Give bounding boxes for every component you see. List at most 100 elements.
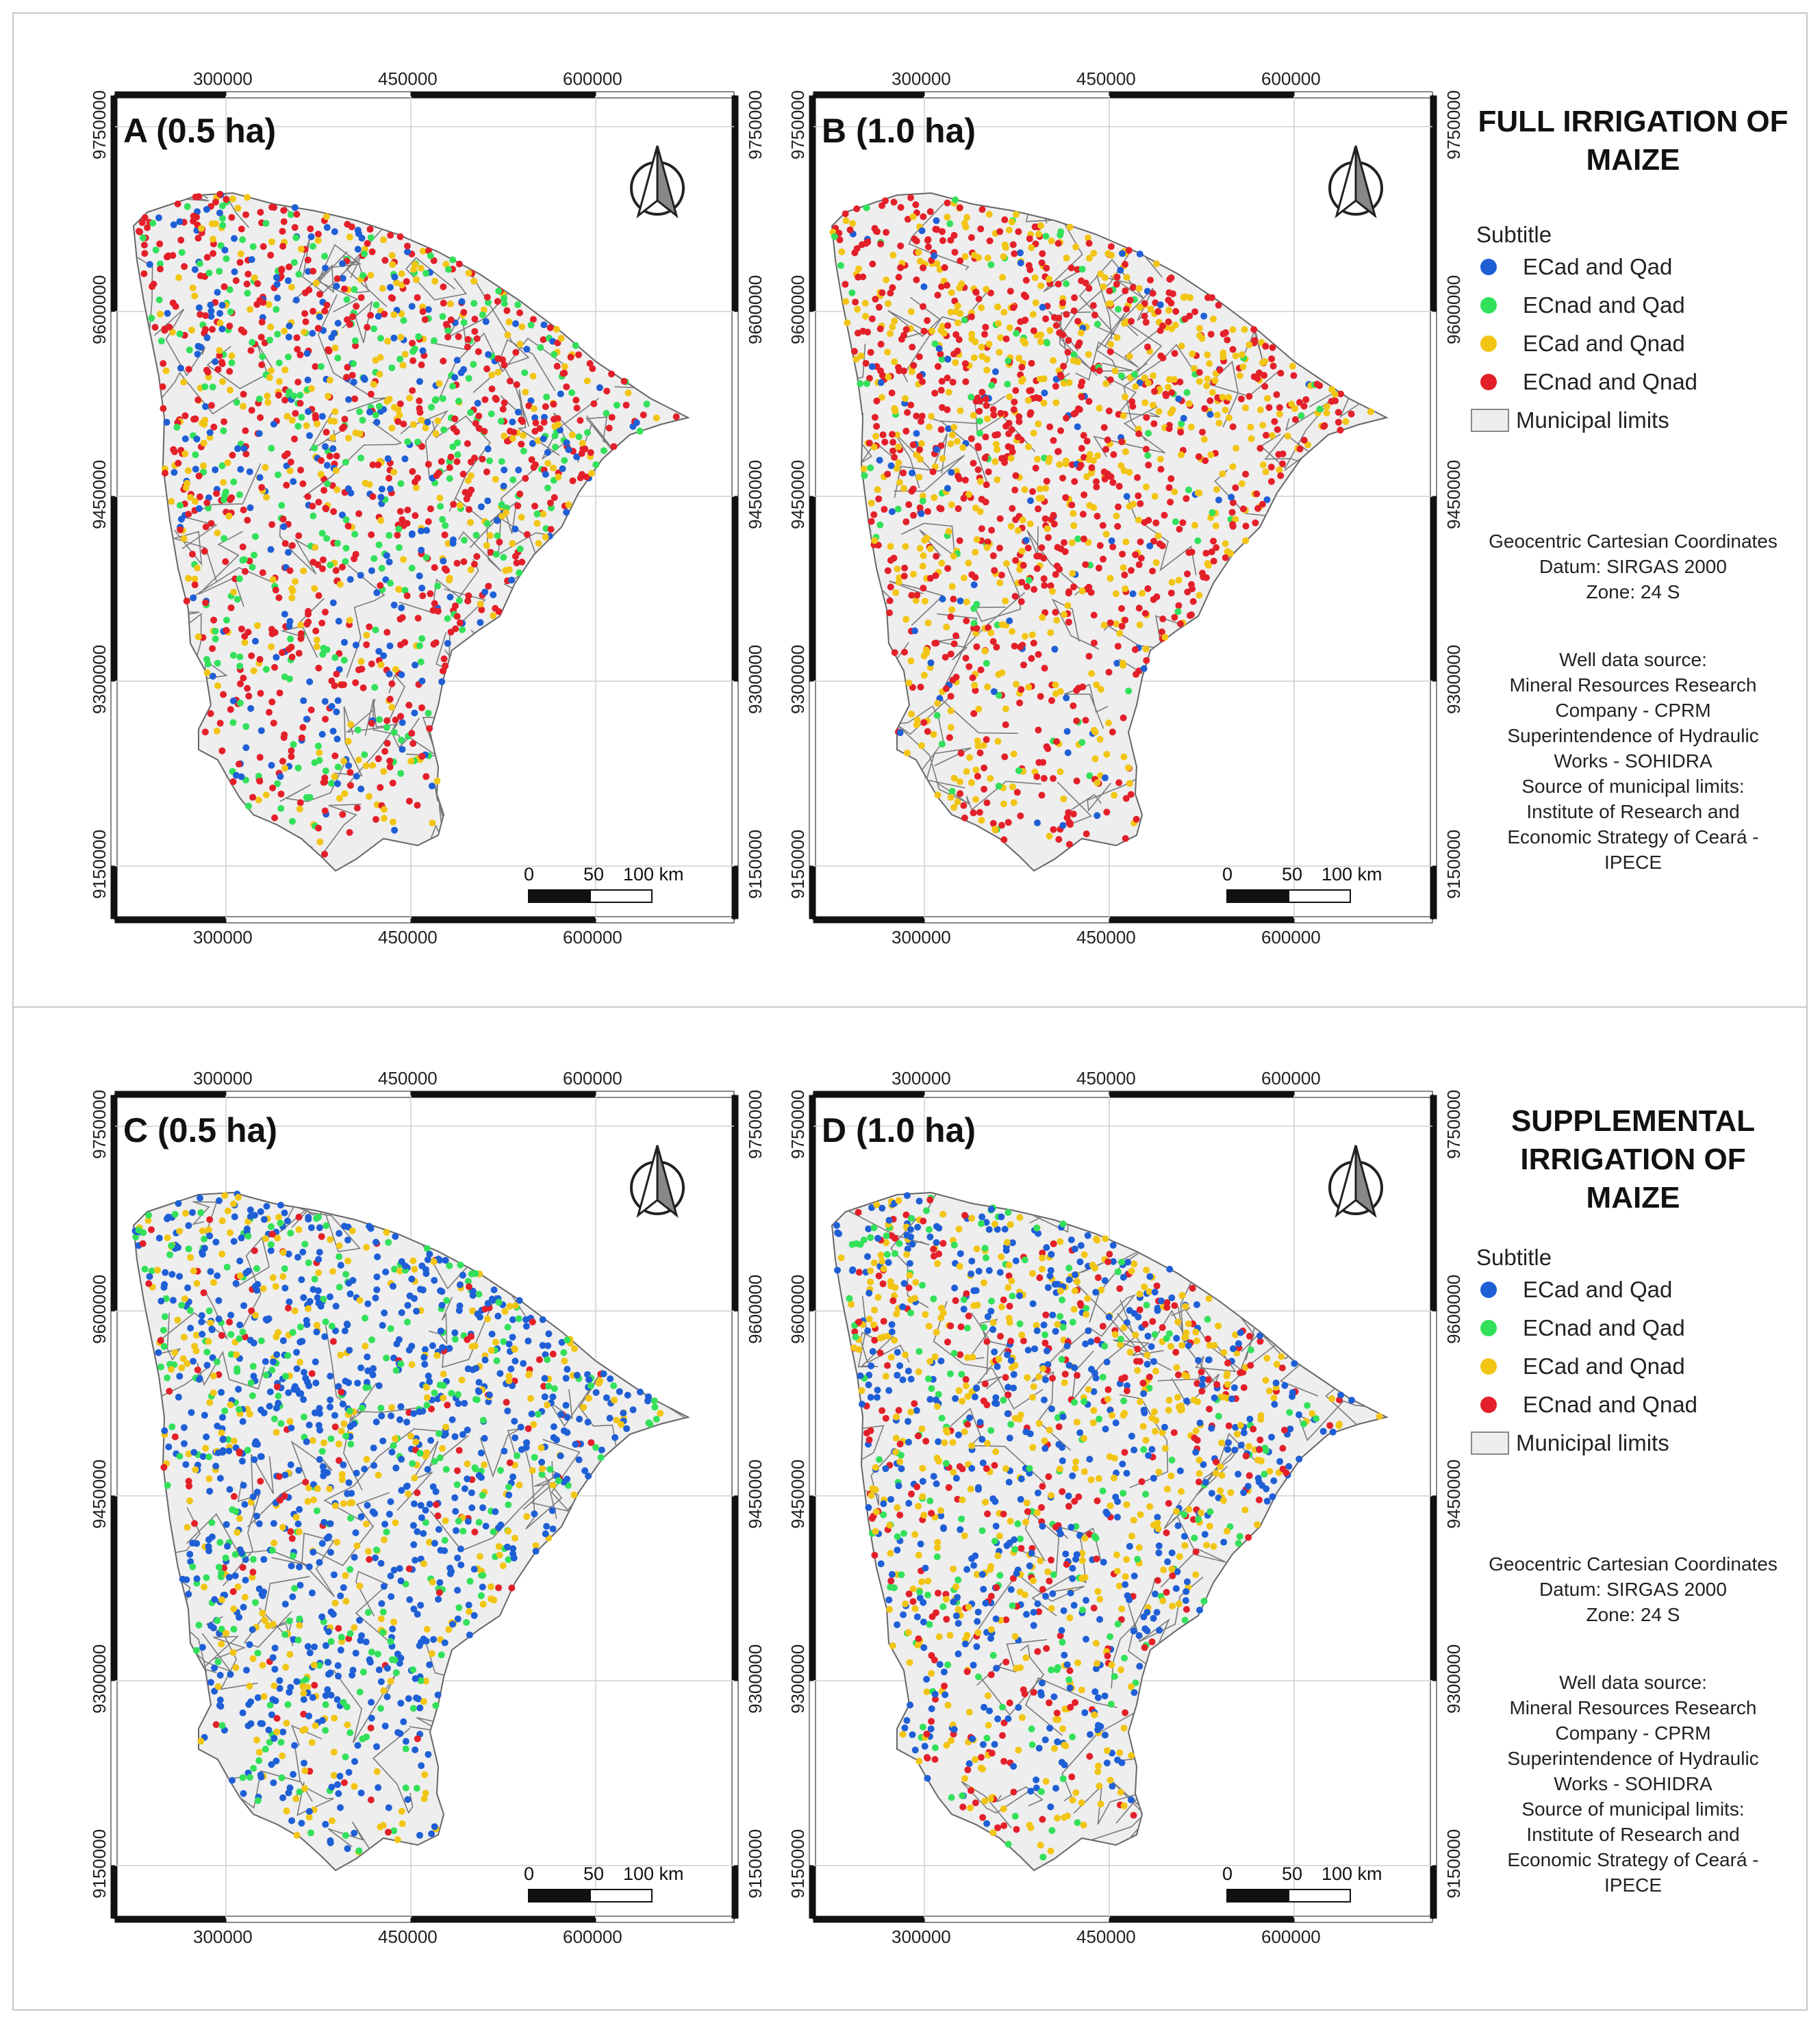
- well-point: [296, 1615, 303, 1623]
- y-tick-label: 9600000: [89, 1274, 110, 1344]
- well-point: [430, 257, 438, 264]
- well-point: [933, 712, 941, 719]
- municipal-limit: [333, 1669, 396, 1744]
- municipal-limit: [316, 264, 359, 313]
- well-point: [254, 622, 261, 629]
- well-point: [494, 517, 501, 524]
- well-point: [281, 1265, 288, 1273]
- well-point: [1335, 409, 1342, 416]
- municipal-limit: [197, 1350, 266, 1390]
- well-point: [370, 1365, 377, 1372]
- well-point: [928, 327, 935, 335]
- well-point: [278, 267, 286, 274]
- well-point: [185, 1222, 192, 1230]
- well-point: [372, 1238, 380, 1246]
- well-point: [900, 331, 908, 339]
- well-point: [148, 314, 155, 322]
- well-point: [577, 474, 584, 481]
- well-point: [453, 1527, 459, 1534]
- well-point: [141, 1265, 149, 1273]
- well-point: [366, 481, 373, 488]
- well-point: [952, 196, 959, 203]
- well-point: [404, 506, 412, 513]
- well-point: [373, 1273, 381, 1281]
- well-point: [240, 674, 247, 682]
- well-point: [872, 296, 879, 303]
- well-point: [273, 306, 280, 313]
- well-point: [1047, 582, 1054, 589]
- well-point: [383, 724, 390, 731]
- well-point: [1203, 382, 1211, 390]
- well-point: [356, 408, 364, 416]
- well-point: [286, 1651, 294, 1658]
- well-point: [509, 1316, 516, 1323]
- well-point: [1118, 622, 1126, 630]
- well-point: [255, 1520, 263, 1527]
- well-point: [309, 512, 317, 520]
- well-point: [1091, 311, 1098, 319]
- well-point: [290, 478, 297, 485]
- well-point: [253, 1264, 260, 1272]
- well-point: [1032, 299, 1039, 307]
- well-point: [362, 762, 370, 769]
- well-point: [397, 1403, 405, 1410]
- well-point: [288, 1562, 295, 1570]
- well-point: [432, 639, 440, 646]
- well-point: [455, 333, 462, 340]
- well-point: [377, 582, 384, 589]
- well-point: [214, 682, 222, 689]
- y-tick-label: 9150000: [745, 1829, 766, 1898]
- well-point: [148, 1267, 155, 1275]
- well-point: [469, 1307, 477, 1314]
- well-point: [177, 526, 184, 533]
- well-point: [257, 414, 264, 421]
- well-point: [1143, 288, 1151, 295]
- well-point: [1021, 317, 1028, 325]
- well-point: [329, 434, 336, 442]
- well-point: [428, 783, 435, 790]
- well-point: [1107, 619, 1114, 626]
- well-point: [438, 678, 446, 685]
- frame-bar: [1109, 1916, 1295, 1923]
- well-point: [368, 531, 375, 539]
- well-point: [327, 377, 333, 384]
- well-point: [220, 535, 228, 542]
- well-point: [287, 1230, 294, 1237]
- well-point: [298, 413, 305, 421]
- well-point: [1213, 486, 1220, 493]
- well-point: [975, 705, 983, 713]
- well-point: [224, 1207, 231, 1214]
- well-point: [394, 1729, 402, 1736]
- well-point: [233, 1368, 241, 1375]
- well-point: [467, 566, 475, 574]
- well-point: [1262, 468, 1269, 476]
- well-point: [909, 213, 917, 220]
- well-point: [418, 677, 426, 685]
- well-point: [530, 463, 538, 471]
- well-point: [1122, 538, 1130, 546]
- well-point: [973, 643, 981, 650]
- well-point: [418, 546, 425, 554]
- well-point: [505, 1377, 513, 1384]
- map-panel-d: D (1.0 ha) 300000 300000 450000 450000 600000…: [787, 1068, 1464, 1947]
- well-point: [383, 717, 391, 724]
- well-point: [257, 1773, 265, 1781]
- well-point: [987, 261, 995, 268]
- well-point: [196, 260, 203, 268]
- well-point: [1259, 359, 1267, 366]
- well-point: [318, 530, 326, 537]
- well-point: [470, 561, 478, 568]
- well-point: [397, 1699, 405, 1707]
- well-point: [363, 1244, 370, 1251]
- well-point: [1200, 435, 1208, 443]
- well-point: [1034, 819, 1041, 826]
- well-point: [876, 457, 883, 464]
- well-point: [292, 578, 299, 585]
- well-point: [879, 431, 887, 439]
- well-point: [349, 1671, 356, 1679]
- well-point: [431, 600, 438, 607]
- well-point: [192, 498, 199, 505]
- well-point: [441, 565, 448, 572]
- well-point: [355, 1847, 363, 1855]
- well-point: [934, 363, 941, 370]
